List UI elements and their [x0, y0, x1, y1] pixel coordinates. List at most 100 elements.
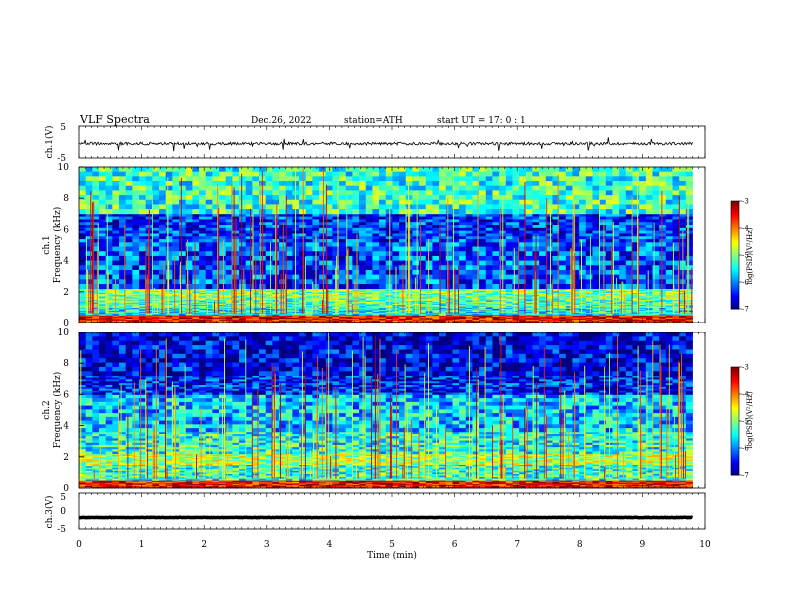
ch1-spectrogram-cell — [472, 290, 480, 293]
ch1-spectrogram-cell — [419, 246, 427, 252]
ch1-spectrogram-cell — [185, 255, 193, 261]
ch1-spectrogram-cell — [279, 289, 287, 292]
ch1-spectrogram-cell — [645, 305, 653, 308]
ch1-spectrogram-cell — [585, 309, 593, 311]
ch1-spectrogram-cell — [372, 303, 380, 305]
ch1-spectrogram-cell — [492, 284, 500, 290]
ch1-spectrogram-cell — [492, 269, 500, 276]
ch1-spectrogram-cell — [379, 319, 387, 321]
ch1-spectrogram-cell — [179, 255, 187, 261]
ch1-spectrogram-cell — [632, 269, 640, 276]
ch1-spectrogram-cell — [172, 308, 180, 310]
ch1-spectrogram-cell — [372, 316, 380, 318]
ch1-spectrogram-cell — [479, 296, 487, 298]
ch1-spectrogram-cell — [525, 216, 533, 220]
ch1-spectrogram-cell — [425, 306, 433, 308]
ch1-spectrogram-cell — [599, 284, 607, 290]
ch1-spectrogram-cell — [619, 319, 627, 322]
ch1-spectrogram-cell — [559, 311, 567, 313]
ch1-spectrogram-cell — [112, 213, 120, 218]
ch1-spectrogram-cell — [105, 265, 113, 271]
ch1-spectrogram-cell — [512, 305, 520, 308]
ch1-spectrogram-cell — [359, 300, 367, 302]
ch1-spectrogram-cell — [579, 295, 587, 297]
ch1-spectrogram-cell — [152, 305, 160, 307]
ch1-spectrogram-cell — [339, 265, 347, 271]
ch1-spectrogram-cell — [512, 304, 520, 306]
ch1-spectrogram-cell — [505, 290, 513, 293]
ch1-spectrogram-cell — [665, 296, 673, 298]
ch1-spectrogram-cell — [119, 246, 127, 252]
ch1-spectrogram-cell — [192, 274, 200, 280]
ch1-spectrogram-cell — [319, 265, 327, 271]
ch1-spectrogram-cell — [459, 291, 467, 294]
ch1-spectrogram-cell — [485, 296, 493, 298]
ch1-spectrogram-cell — [465, 265, 473, 271]
ch1-spectrogram-cell — [612, 288, 620, 291]
ch1-spectrogram-cell — [565, 308, 573, 310]
ch1-spectrogram-cell — [279, 319, 287, 322]
ch1-spectrogram-cell — [559, 298, 567, 300]
ch1-spectrogram-cell — [219, 321, 227, 323]
ch1-spectrogram-cell — [105, 299, 113, 301]
ch1-spectrogram-cell — [572, 260, 580, 266]
ch1-spectrogram-cell — [359, 255, 367, 261]
ch1-spectrogram-cell — [579, 213, 587, 218]
ch1-spectrogram-cell — [325, 251, 333, 257]
ch1-spectrogram-cell — [339, 302, 347, 304]
ch1-spectrogram-cell — [552, 289, 560, 292]
ch1-spectrogram-cell — [645, 308, 653, 311]
ch1-spectrogram-cell — [579, 310, 587, 312]
ch1-spectrogram-cell — [179, 307, 187, 309]
ch1-spectrogram-cell — [545, 313, 553, 315]
ch1-spectrogram-cell — [419, 318, 427, 320]
ch1-spectrogram-cell — [119, 222, 127, 226]
ch1-spectrogram-cell — [492, 304, 500, 306]
ch1-spectrogram-cell — [199, 300, 207, 302]
ch1-spectrogram-cell — [665, 295, 673, 297]
ch1-spectrogram-cell — [139, 294, 147, 296]
ch1-spectrogram-cell — [105, 297, 113, 299]
ch1-spectrogram-cell — [345, 291, 353, 294]
ch1-spectrogram-cell — [525, 303, 533, 305]
ch1-spectrogram-cell — [339, 311, 347, 313]
ch1-spectrogram-cell — [392, 318, 400, 320]
ch1-spectrogram-cell — [132, 313, 140, 315]
ch1-spectrogram-cell — [439, 316, 447, 318]
ch1-spectrogram-cell — [359, 308, 367, 310]
ch1-spectrogram-cell — [459, 315, 467, 317]
ch1-spectrogram-cell — [552, 321, 560, 323]
ch1-spectrogram-cell — [632, 310, 640, 312]
ch1-spectrogram-cell — [639, 291, 647, 294]
ch1-spectrogram-cell — [119, 316, 127, 318]
ch1-spectrogram-cell — [299, 313, 307, 315]
ch1-spectrogram-cell — [219, 265, 227, 271]
ch1-spectrogram-cell — [439, 319, 447, 322]
ch1-spectrogram-cell — [265, 309, 273, 311]
ch1-spectrogram-cell — [419, 288, 427, 291]
ch1-spectrogram-cell — [239, 297, 247, 299]
ch1-spectrogram-cell — [545, 320, 553, 322]
ch1-spectrogram-cell — [105, 302, 113, 304]
ch1-ylabel-line1: ch.1 — [42, 235, 52, 254]
ch1-spectrogram-cell — [439, 308, 447, 311]
ch1-spectrogram-cell — [639, 274, 647, 280]
ch1-spectrogram-cell — [419, 241, 427, 247]
ch1-spectrogram-cell — [539, 293, 547, 295]
ch1-spectrogram-cell — [512, 274, 520, 280]
ch1-spectrogram-cell — [419, 216, 427, 220]
ch1-spectrogram-cell — [519, 301, 527, 303]
ch1-spectrogram-cell — [619, 269, 627, 276]
ch1-spectrogram-cell — [592, 312, 600, 314]
ch1-spectrogram-cell — [285, 310, 293, 312]
ch1-spectrogram-cell — [145, 314, 153, 316]
ch1-spectrogram-cell — [632, 314, 640, 316]
ch1-spectrogram-cell — [559, 246, 567, 252]
ch1-spectrogram-cell — [639, 290, 647, 293]
ch1-spectrogram-cell — [392, 255, 400, 261]
ch1-spectrogram-cell — [185, 312, 193, 315]
ch1-spectrogram-cell — [479, 305, 487, 308]
ch1-spectrogram-cell — [672, 299, 680, 301]
ch1-spectrogram-cell — [685, 290, 693, 293]
ch1-spectrogram-cell — [172, 320, 180, 322]
